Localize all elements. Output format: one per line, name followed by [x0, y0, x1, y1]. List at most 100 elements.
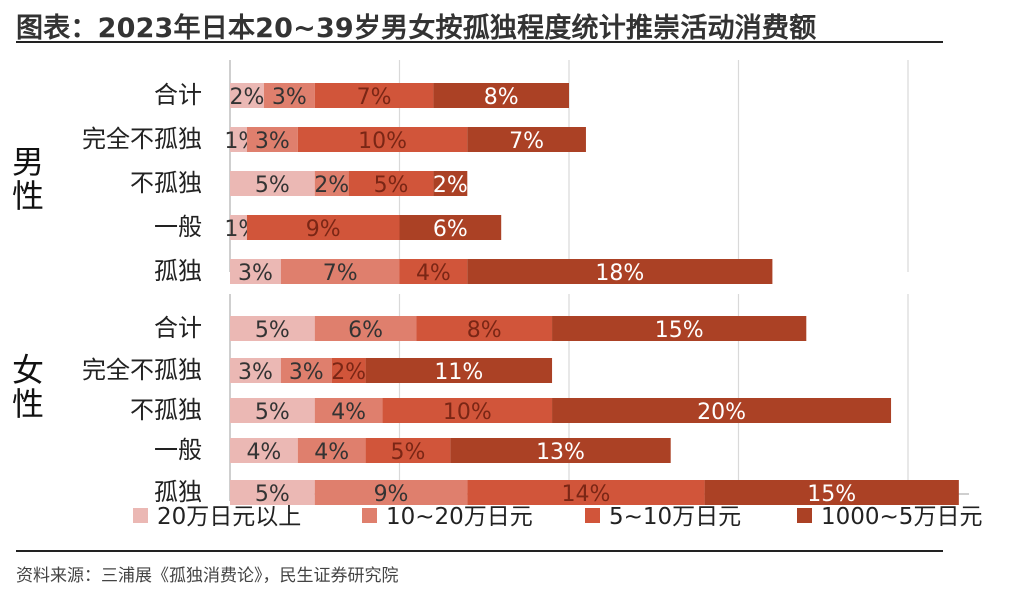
category-label: 合计 — [154, 314, 202, 342]
bar-segment — [552, 398, 892, 423]
data-label: 4% — [246, 440, 281, 465]
bar-segment — [230, 171, 315, 196]
source-note: 资料来源：三浦展《孤独消费论》，民生证券研究院 — [16, 566, 399, 586]
bar-segment — [230, 215, 247, 240]
legend-label: 20万日元以上 — [157, 504, 301, 530]
bar-segment — [314, 171, 349, 196]
data-label: 7% — [509, 129, 544, 154]
data-label: 10% — [443, 400, 492, 425]
bar-segment — [230, 398, 315, 423]
bar-segment — [230, 259, 281, 284]
bar-segment — [382, 398, 553, 423]
bar-segment — [280, 259, 400, 284]
bar-segment — [230, 83, 264, 108]
data-label: 5% — [391, 440, 426, 465]
data-label: 5% — [255, 482, 290, 507]
bar-segment — [433, 171, 468, 196]
bar-segment — [297, 438, 366, 463]
bar-segment — [230, 438, 298, 463]
data-label: 4% — [314, 440, 349, 465]
category-label: 孤独 — [154, 478, 202, 506]
data-label: 6% — [348, 318, 383, 343]
bar-segment — [280, 358, 332, 383]
group-label: 性 — [12, 177, 44, 215]
data-label: 15% — [655, 318, 704, 343]
legend-label: 5~10万日元 — [609, 504, 741, 530]
group-label: 女 — [12, 351, 44, 389]
bar-segment — [314, 480, 468, 505]
data-label: 2% — [229, 85, 264, 110]
data-label: 2% — [314, 173, 349, 198]
bar-segment — [467, 259, 773, 284]
data-label: 7% — [357, 85, 392, 110]
bar-segment — [230, 480, 315, 505]
bar-segment — [467, 127, 586, 152]
bar-segment — [230, 316, 315, 341]
bar-segment — [348, 171, 434, 196]
category-label: 完全不孤独 — [82, 356, 202, 384]
bar-segment — [450, 438, 671, 463]
data-label: 8% — [467, 318, 502, 343]
bar-segment — [297, 127, 468, 152]
data-label: 9% — [374, 482, 409, 507]
data-label: 2% — [331, 360, 366, 385]
data-label: 14% — [561, 482, 610, 507]
bar-segment — [365, 358, 553, 383]
category-label: 一般 — [154, 436, 202, 464]
data-label: 5% — [255, 400, 290, 425]
legend-swatch — [797, 508, 812, 523]
group-label: 性 — [12, 385, 44, 423]
bar-segment — [433, 83, 569, 108]
data-label: 20% — [697, 400, 746, 425]
data-label: 9% — [306, 217, 341, 242]
bar-segment — [399, 215, 502, 240]
data-label: 11% — [434, 360, 483, 385]
data-label: 3% — [255, 129, 290, 154]
data-label: 4% — [331, 400, 366, 425]
bar-segment — [314, 83, 434, 108]
data-label: 3% — [272, 85, 307, 110]
chart-title: 图表：2023年日本20~39岁男女按孤独程度统计推崇活动消费额 — [16, 13, 817, 44]
bar-segment — [704, 480, 959, 505]
data-label: 18% — [595, 261, 644, 286]
data-label: 8% — [484, 85, 519, 110]
bar-segment — [365, 438, 451, 463]
category-label: 孤独 — [154, 257, 202, 285]
data-label: 10% — [358, 129, 407, 154]
data-label: 4% — [416, 261, 451, 286]
category-label: 完全不孤独 — [82, 125, 202, 153]
bar-segment — [552, 316, 807, 341]
data-label: 5% — [374, 173, 409, 198]
bar-segment — [246, 127, 298, 152]
data-label: 3% — [238, 261, 273, 286]
category-label: 不孤独 — [130, 396, 202, 424]
source-divider — [16, 550, 943, 552]
category-label: 一般 — [154, 213, 202, 241]
bar-segment — [230, 358, 281, 383]
data-label: 13% — [536, 440, 585, 465]
legend-label: 1000~5万日元 — [821, 504, 982, 530]
legend-swatch — [362, 508, 377, 523]
data-label: 5% — [255, 318, 290, 343]
bar-segment — [314, 398, 383, 423]
group-label: 男 — [12, 143, 44, 181]
data-label: 2% — [433, 173, 468, 198]
category-label: 合计 — [154, 81, 202, 109]
data-label: 5% — [255, 173, 290, 198]
bar-segment — [399, 259, 468, 284]
bar-segment — [416, 316, 553, 341]
bar-segment — [230, 127, 247, 152]
legend-swatch — [585, 508, 600, 523]
data-label: 3% — [238, 360, 273, 385]
title-divider — [16, 41, 943, 43]
bar-segment — [263, 83, 315, 108]
bar-segment — [246, 215, 400, 240]
legend-label: 10~20万日元 — [386, 504, 533, 530]
data-label: 6% — [433, 217, 468, 242]
data-label: 7% — [323, 261, 358, 286]
category-label: 不孤独 — [130, 169, 202, 197]
bar-segment — [314, 316, 417, 341]
bar-segment — [331, 358, 366, 383]
data-label: 15% — [807, 482, 856, 507]
